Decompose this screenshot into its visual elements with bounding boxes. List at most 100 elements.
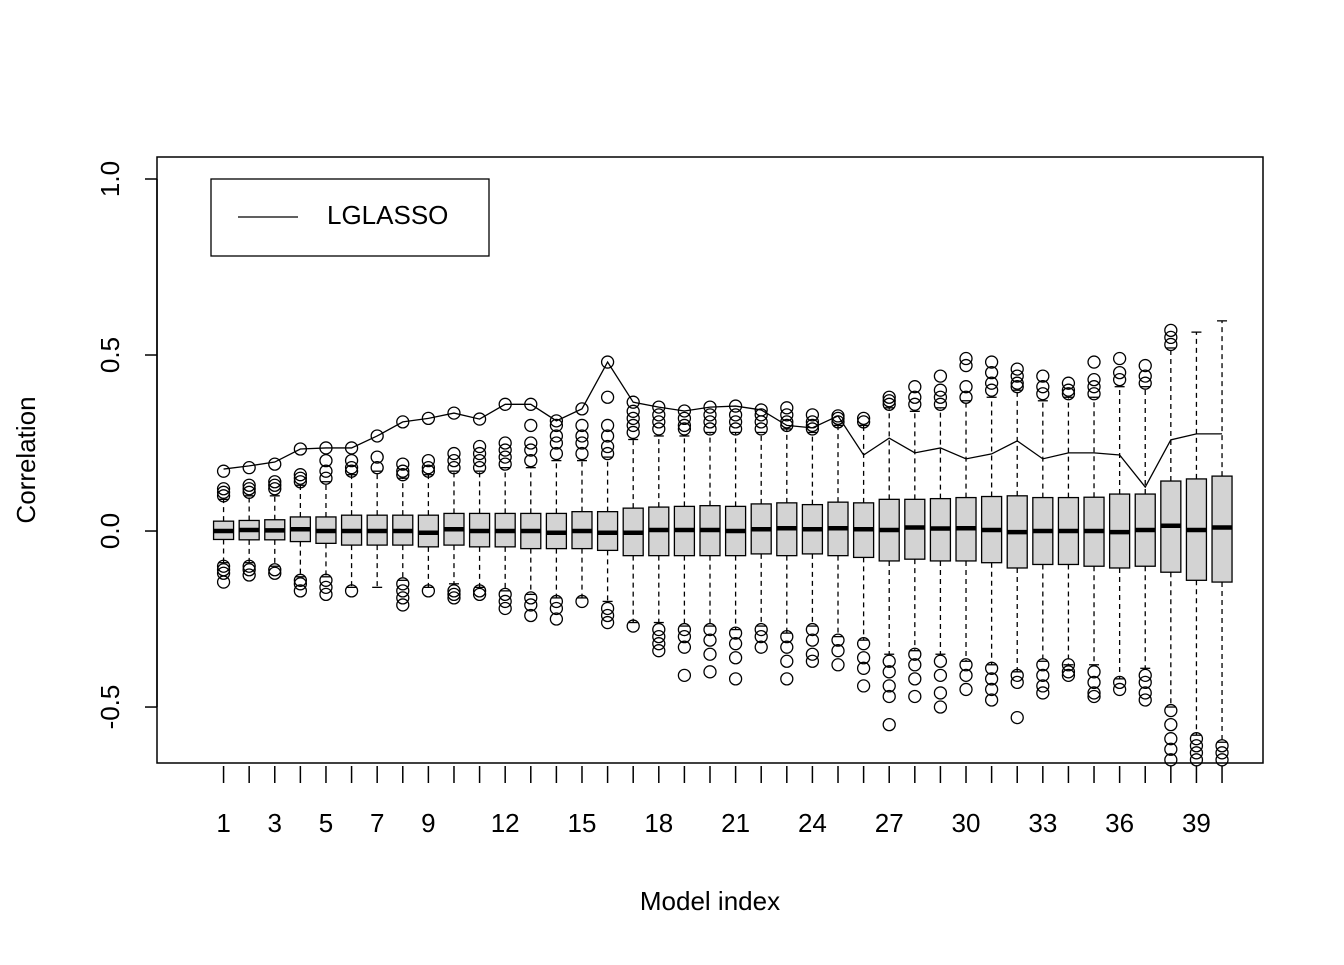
outlier	[1138, 369, 1152, 383]
outlier	[1036, 380, 1050, 394]
outlier	[856, 679, 871, 693]
outlier	[549, 601, 564, 616]
outlier	[1087, 675, 1101, 690]
outlier	[984, 661, 999, 675]
outlier	[626, 411, 640, 426]
outlier	[396, 464, 410, 478]
outlier	[677, 622, 692, 637]
outlier	[549, 436, 564, 450]
outlier	[1164, 732, 1178, 746]
outlier	[1036, 679, 1050, 693]
outlier	[472, 461, 487, 475]
outlier	[319, 580, 333, 594]
outlier	[293, 584, 308, 598]
outlier	[933, 686, 948, 700]
outlier	[831, 633, 845, 647]
outlier	[1138, 686, 1152, 700]
outlier	[396, 598, 410, 612]
outlier	[882, 397, 896, 411]
outlier	[1087, 380, 1101, 394]
outlier	[1010, 675, 1024, 690]
outlier	[805, 654, 820, 668]
outlier	[933, 383, 948, 397]
outlier	[856, 411, 871, 426]
outlier	[1010, 376, 1024, 390]
outlier	[1010, 362, 1024, 376]
outlier	[1061, 376, 1076, 390]
outlier	[780, 654, 794, 668]
outlier	[575, 594, 589, 609]
outlier	[933, 700, 948, 714]
outlier	[728, 672, 743, 686]
outlier	[805, 633, 820, 647]
outlier	[959, 658, 973, 672]
outlier	[703, 633, 717, 647]
outlier	[396, 584, 410, 598]
outlier	[882, 679, 896, 693]
outlier	[856, 661, 871, 675]
outlier	[959, 668, 973, 682]
outlier	[728, 415, 743, 429]
outlier	[268, 563, 282, 577]
outlier	[1036, 686, 1050, 700]
x-tick-label: 24	[798, 808, 827, 838]
x-tick-label: 21	[721, 808, 750, 838]
x-tick-label: 5	[319, 808, 333, 838]
outlier	[780, 408, 794, 422]
outlier	[882, 654, 896, 668]
outlier	[600, 608, 615, 623]
outlier	[959, 390, 973, 404]
outlier	[677, 422, 692, 436]
outlier	[1061, 387, 1076, 401]
outlier	[524, 436, 538, 450]
x-tick-label: 9	[421, 808, 435, 838]
outlier	[677, 411, 692, 426]
outlier	[344, 461, 359, 475]
outlier	[421, 461, 436, 475]
x-tick-label: 3	[268, 808, 282, 838]
outlier	[216, 566, 231, 580]
outlier	[908, 397, 922, 411]
outlier	[831, 644, 845, 658]
outlier	[856, 637, 871, 651]
outlier	[1061, 665, 1076, 679]
x-axis-title: Model index	[640, 886, 780, 916]
outlier	[1138, 668, 1152, 682]
outlier	[805, 622, 820, 637]
outlier	[805, 647, 820, 661]
outlier	[421, 464, 436, 478]
outlier	[1138, 675, 1152, 690]
outlier	[447, 406, 461, 420]
outlier	[933, 654, 948, 668]
legend-label: LGLASSO	[327, 200, 448, 230]
outlier	[319, 573, 333, 587]
outlier	[1112, 373, 1127, 387]
outlier	[421, 453, 436, 468]
outlier	[1061, 668, 1076, 682]
outlier	[319, 471, 333, 485]
outlier	[626, 395, 640, 409]
outlier	[984, 355, 999, 369]
outlier	[959, 351, 973, 366]
outlier	[575, 402, 589, 416]
outlier	[370, 429, 384, 443]
outlier	[1164, 337, 1178, 352]
outlier	[933, 390, 948, 404]
outlier	[959, 380, 973, 394]
outlier	[1010, 369, 1024, 383]
x-tick-label: 36	[1105, 808, 1134, 838]
outlier	[984, 376, 999, 390]
outlier	[1138, 358, 1152, 373]
outlier	[728, 408, 743, 422]
outlier	[600, 355, 615, 369]
y-tick-label: 0.5	[95, 337, 125, 373]
outlier	[728, 626, 743, 640]
y-tick-label: -0.5	[95, 685, 125, 730]
outlier	[703, 422, 717, 436]
outlier	[524, 443, 538, 457]
outlier	[472, 453, 487, 468]
outlier	[677, 404, 692, 418]
outlier	[472, 412, 487, 426]
outlier	[396, 577, 410, 591]
